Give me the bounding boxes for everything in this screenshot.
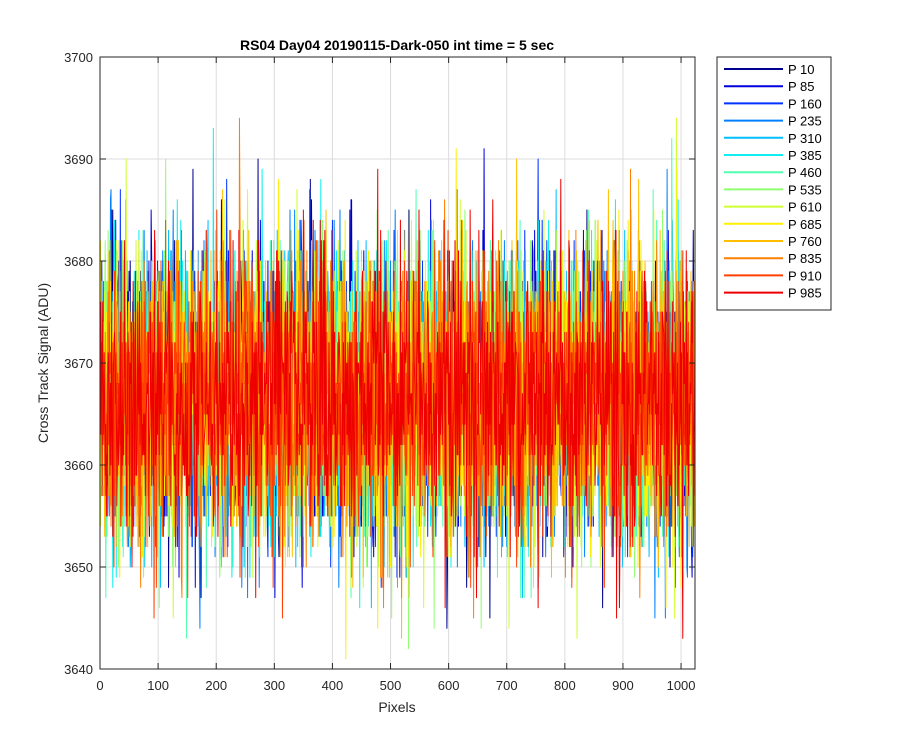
x-tick-label: 0 — [96, 678, 103, 693]
legend-label: P 385 — [788, 148, 822, 163]
series-group — [100, 117, 696, 660]
chart-title: RS04 Day04 20190115-Dark-050 int time = … — [240, 37, 554, 53]
legend-label: P 235 — [788, 114, 822, 129]
y-tick-label: 3680 — [64, 254, 93, 269]
legend-label: P 10 — [788, 62, 815, 77]
legend-label: P 460 — [788, 165, 822, 180]
legend-label: P 760 — [788, 234, 822, 249]
x-tick-label: 800 — [554, 678, 576, 693]
legend-label: P 985 — [788, 286, 822, 301]
x-tick-label: 300 — [263, 678, 285, 693]
x-tick-label: 100 — [147, 678, 169, 693]
x-axis-label: Pixels — [378, 699, 415, 715]
legend-label: P 685 — [788, 217, 822, 232]
ticks: 0 100 200 300 400 500 600 700 800 900 1000 3640 3650… — [64, 50, 695, 693]
x-tick-label: 200 — [205, 678, 227, 693]
x-tick-label: 1000 — [667, 678, 696, 693]
y-axis-label: Cross Track Signal (ADU) — [35, 283, 51, 443]
x-tick-label: 700 — [496, 678, 518, 693]
legend-box — [716, 56, 832, 311]
y-tick-label: 3700 — [64, 50, 93, 65]
legend-label: P 85 — [788, 79, 815, 94]
x-tick-label: 900 — [612, 678, 634, 693]
x-tick-label: 500 — [380, 678, 402, 693]
series-line-p985 — [100, 168, 696, 639]
x-tick-label: 600 — [438, 678, 460, 693]
legend: P 10 P 85 P 160 P 235 P 310 P 385 P 460 P 535 P … — [716, 56, 832, 311]
legend-label: P 310 — [788, 131, 822, 146]
plot-area: 0 100 200 300 400 500 600 700 800 900 1000 3640 3650… — [64, 50, 695, 693]
y-tick-label: 3640 — [64, 662, 93, 677]
legend-label: P 160 — [788, 96, 822, 111]
y-tick-label: 3670 — [64, 356, 93, 371]
legend-label: P 835 — [788, 251, 822, 266]
y-tick-label: 3690 — [64, 152, 93, 167]
legend-label: P 910 — [788, 268, 822, 283]
x-tick-label: 400 — [322, 678, 344, 693]
y-tick-label: 3650 — [64, 560, 93, 575]
legend-label: P 535 — [788, 182, 822, 197]
y-tick-label: 3660 — [64, 458, 93, 473]
legend-label: P 610 — [788, 200, 822, 215]
